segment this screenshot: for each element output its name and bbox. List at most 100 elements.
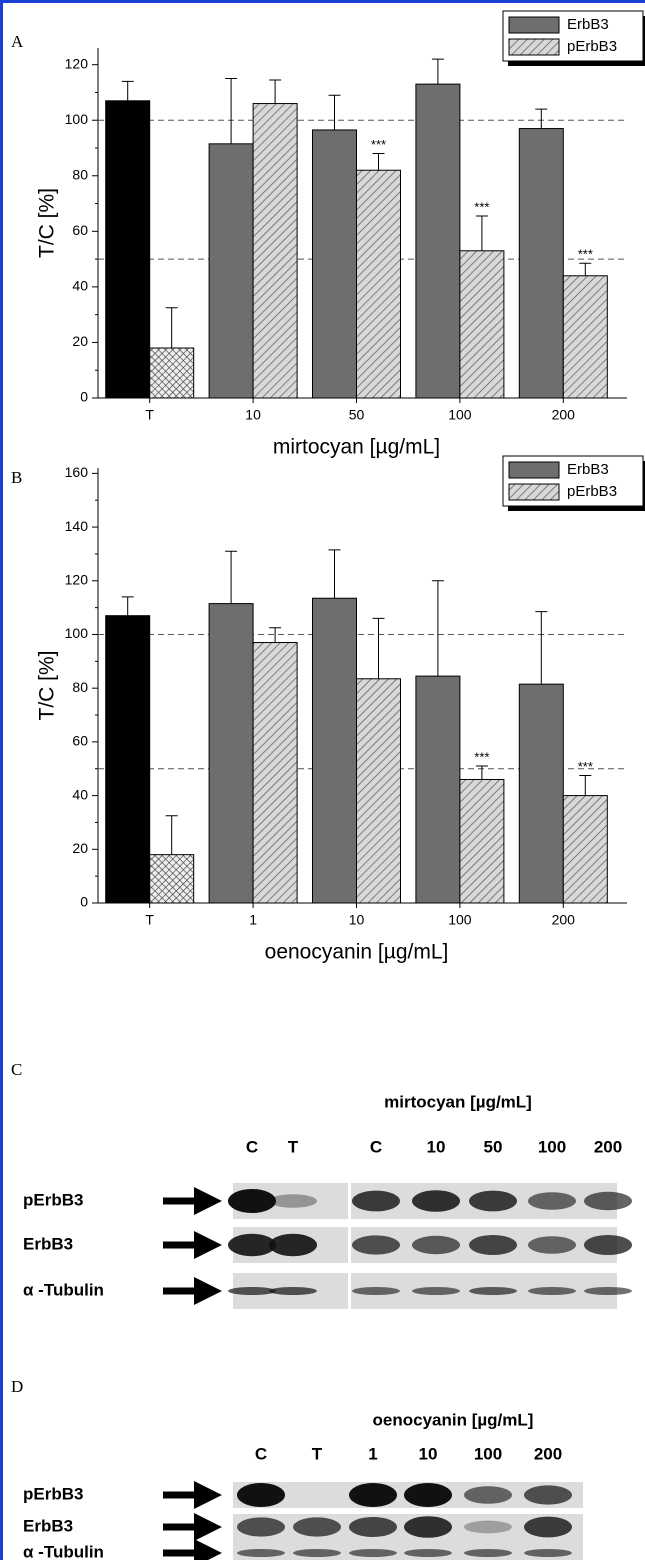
bar xyxy=(357,170,401,398)
x-tick-label: 10 xyxy=(245,407,261,423)
y-tick-label: 120 xyxy=(65,55,89,71)
y-tick-label: 140 xyxy=(65,518,89,534)
y-tick-label: 80 xyxy=(72,166,88,182)
y-tick-label: 60 xyxy=(72,733,88,749)
error-bar xyxy=(225,79,237,144)
row-label: α -Tubulin xyxy=(23,1280,104,1299)
row-label: α -Tubulin xyxy=(23,1542,104,1560)
error-bar xyxy=(476,766,488,779)
blot-band xyxy=(524,1517,572,1538)
legend-swatch xyxy=(509,17,559,33)
bar xyxy=(106,101,150,398)
blot-band xyxy=(524,1549,572,1557)
y-tick-label: 60 xyxy=(72,222,88,238)
blot-band xyxy=(584,1192,632,1210)
y-tick-label: 20 xyxy=(72,840,88,856)
significance-label: *** xyxy=(578,759,593,774)
x-tick-label: 100 xyxy=(448,912,472,928)
y-tick-label: 0 xyxy=(80,894,88,910)
blot-band xyxy=(237,1517,285,1536)
blot-band xyxy=(528,1236,576,1254)
x-tick-label: T xyxy=(145,407,154,423)
bar xyxy=(150,855,194,903)
blot-band xyxy=(269,1234,317,1256)
bar xyxy=(209,604,253,903)
error-bar xyxy=(269,628,281,643)
x-tick-label: 100 xyxy=(448,407,472,423)
bar xyxy=(563,796,607,903)
blot-band xyxy=(412,1287,460,1295)
bar xyxy=(519,684,563,903)
blot-band xyxy=(469,1287,517,1295)
error-bar xyxy=(432,59,444,84)
blot-band xyxy=(528,1192,576,1210)
lane-label: C xyxy=(246,1137,258,1156)
y-tick-label: 40 xyxy=(72,278,88,294)
panel-label: A xyxy=(11,32,24,51)
blot-strip xyxy=(233,1540,583,1560)
bar xyxy=(460,251,504,398)
panel-label: B xyxy=(11,468,22,487)
lane-label: 100 xyxy=(538,1137,566,1156)
blot-band xyxy=(293,1549,341,1557)
lane-label: T xyxy=(312,1444,323,1463)
blot-band xyxy=(464,1549,512,1557)
y-tick-label: 100 xyxy=(65,111,89,127)
lane-label: T xyxy=(288,1137,299,1156)
blot-band xyxy=(349,1549,397,1557)
x-tick-label: 50 xyxy=(349,407,365,423)
blot-band xyxy=(237,1549,285,1557)
error-bar xyxy=(579,263,591,276)
blot-band xyxy=(293,1517,341,1536)
blot-band xyxy=(228,1234,276,1256)
blot-band xyxy=(352,1191,400,1212)
legend-label: ErbB3 xyxy=(567,16,609,33)
error-bar xyxy=(166,816,178,855)
lane-label: 200 xyxy=(594,1137,622,1156)
row-label: ErbB3 xyxy=(23,1516,73,1535)
panel-label: C xyxy=(11,1060,22,1079)
bar xyxy=(106,616,150,903)
row-label: ErbB3 xyxy=(23,1234,73,1253)
error-bar xyxy=(122,81,134,100)
row-label: pErbB3 xyxy=(23,1190,83,1209)
error-bar xyxy=(122,597,134,616)
blot-band xyxy=(404,1483,452,1507)
x-tick-label: T xyxy=(145,912,154,928)
error-bar xyxy=(373,618,385,678)
bar xyxy=(209,144,253,398)
blot-band xyxy=(412,1236,460,1254)
error-bar xyxy=(269,80,281,104)
blot-title: oenocyanin [µg/mL] xyxy=(373,1410,534,1429)
blot-band xyxy=(584,1235,632,1255)
significance-label: *** xyxy=(371,137,386,152)
bar xyxy=(253,643,297,903)
y-axis-label: T/C [%] xyxy=(36,650,59,720)
blot-band xyxy=(404,1516,452,1538)
bar xyxy=(416,676,460,903)
bar xyxy=(563,276,607,398)
legend-swatch xyxy=(509,462,559,478)
lane-label: 10 xyxy=(419,1444,438,1463)
blot-band xyxy=(464,1521,512,1534)
y-tick-label: 100 xyxy=(65,625,89,641)
bar xyxy=(313,598,357,903)
error-bar xyxy=(535,612,547,685)
error-bar xyxy=(329,550,341,598)
panel-label: D xyxy=(11,1377,23,1396)
bar xyxy=(357,679,401,903)
y-tick-label: 160 xyxy=(65,464,89,480)
blot-band xyxy=(349,1483,397,1507)
lane-label: 1 xyxy=(368,1444,377,1463)
y-tick-label: 40 xyxy=(72,786,88,802)
x-tick-label: 10 xyxy=(349,912,365,928)
blot-title: mirtocyan [µg/mL] xyxy=(384,1092,532,1111)
blot-band xyxy=(237,1483,285,1507)
y-tick-label: 20 xyxy=(72,333,88,349)
lane-label: 10 xyxy=(427,1137,446,1156)
error-bar xyxy=(476,216,488,251)
x-tick-label: 200 xyxy=(552,912,576,928)
blot-band xyxy=(228,1189,276,1213)
blot-band xyxy=(528,1287,576,1295)
blot-band xyxy=(228,1287,276,1295)
